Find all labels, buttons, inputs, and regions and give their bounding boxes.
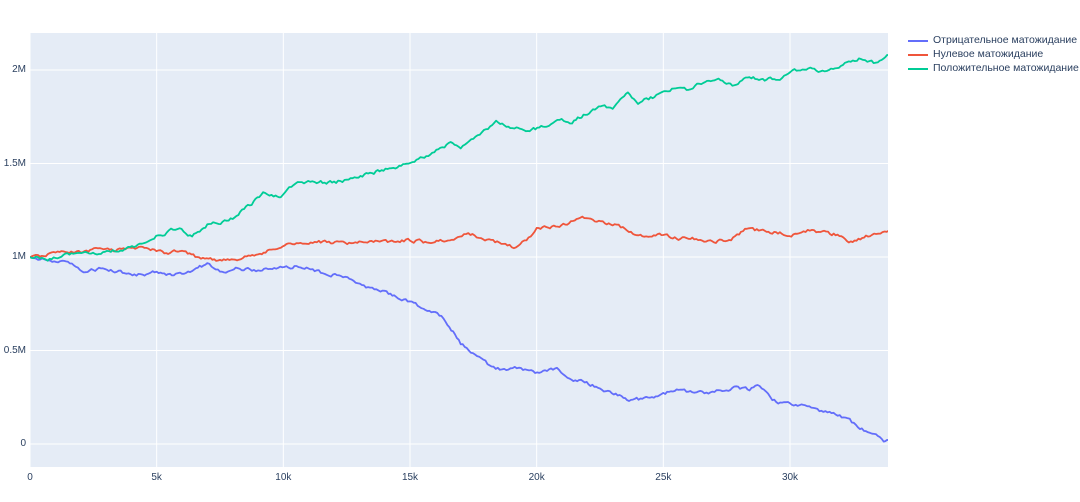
x-tick-label-5k: 5k [151, 472, 162, 483]
legend-line-swatch-icon [908, 39, 928, 42]
legend-item-positive-expectation[interactable]: Положительное матожидание [908, 63, 1079, 74]
legend-line-swatch-icon [908, 53, 928, 56]
gridlines [29, 33, 888, 467]
y-tick-label-1-5m: 1.5M [3, 157, 26, 169]
y-tick-label-1m: 1M [12, 251, 26, 262]
legend: Отрицательное матожидание Нулевое матожи… [908, 35, 1079, 74]
y-tick-label-0-5m: 0.5M [3, 344, 26, 356]
legend-label: Отрицательное матожидание [933, 34, 1078, 46]
legend-label: Нулевое матожидание [933, 48, 1044, 60]
legend-item-zero-expectation[interactable]: Нулевое матожидание [908, 49, 1079, 60]
series-line-3[interactable] [30, 54, 889, 262]
data-series-lines [30, 54, 889, 443]
x-tick-label-10k: 10k [275, 472, 292, 483]
series-line-2[interactable] [30, 215, 889, 262]
legend-label: Положительное матожидание [933, 62, 1079, 74]
y-tick-label-0: 0 [20, 438, 26, 449]
x-tick-label-30k: 30k [781, 472, 799, 483]
legend-item-negative-expectation[interactable]: Отрицательное матожидание [908, 35, 1079, 46]
series-line-1[interactable] [30, 256, 889, 443]
x-tick-label-20k: 20k [528, 472, 545, 483]
x-tick-label-25k: 25k [655, 472, 672, 483]
x-tick-label-15k: 15k [401, 472, 419, 483]
legend-line-swatch-icon [908, 67, 928, 70]
y-tick-label-2m: 2M [12, 64, 26, 75]
x-tick-label-0: 0 [27, 472, 33, 483]
